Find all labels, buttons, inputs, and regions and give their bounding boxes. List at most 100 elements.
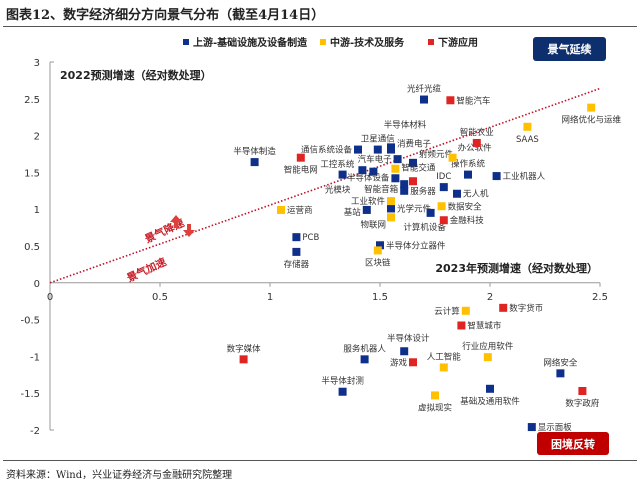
data-point [486,384,494,393]
legend-swatch [183,39,189,45]
data-label: 射频元件 [419,149,454,160]
y-tick-label: -1.5 [20,389,40,400]
y-tick-label: -1 [30,352,40,363]
data-point [409,158,417,167]
x-tick-label: 0 [47,292,53,303]
data-label: 无人机 [463,189,489,200]
data-label: 物联网 [360,219,386,230]
data-label: 工业机器人 [503,171,546,182]
data-label: 存储器 [284,259,310,270]
data-label: 运营商 [287,205,313,216]
data-label: 网络安全 [543,357,578,368]
data-label: 数字货币 [509,303,543,314]
data-point [391,164,400,173]
y-tick-label: 1 [34,205,40,216]
data-label: 操作系统 [451,159,486,170]
data-point [457,321,466,330]
x-tick-label: 1.5 [372,292,388,303]
reversal-label: 困境反转 [551,437,595,451]
data-label: PCB [302,233,319,243]
acceleration-label: 景气加速 [124,255,169,285]
data-point [354,145,362,154]
data-point [464,170,472,179]
arrow-up-icon [170,215,182,228]
data-point [393,155,402,164]
data-label: 云计算 [434,306,460,317]
data-label: 半导体设计 [387,333,430,344]
data-point [376,241,384,250]
data-point [431,391,439,400]
data-label: 区块链 [365,257,391,268]
data-label: 光纤光缆 [407,84,442,95]
data-point [439,363,448,372]
data-label: 半导体封测 [321,376,364,387]
data-point [338,170,347,179]
data-point [483,353,492,362]
x-axis-label: 2023年预测增速（经对数处理） [435,261,598,275]
data-point [453,189,461,198]
data-label: 工业软件 [351,196,386,207]
y-tick-label: 2 [34,132,40,143]
data-point [437,202,446,211]
data-point [400,180,409,189]
data-point [369,167,378,176]
data-label: 金融科技 [450,215,485,226]
y-tick-label: -2 [30,426,40,437]
data-label: 半导体设备 [347,172,390,183]
bottom-divider [3,460,637,461]
data-label: 智慧城市 [467,320,502,331]
data-label: 服务器 [410,186,436,197]
data-point [446,96,455,105]
data-point [499,303,508,312]
data-label: 人工智能 [427,351,462,362]
x-tick-label: 1 [267,292,273,303]
data-point [448,153,457,162]
top-divider [3,26,637,27]
data-point [292,247,301,256]
data-label: 游戏 [390,357,408,368]
data-label: 数字媒体 [227,343,262,354]
legend-swatch [428,39,434,45]
data-label: IDC [436,172,451,182]
data-label: 数据安全 [448,201,483,212]
data-point [338,387,347,396]
y-tick-label: 0 [34,279,40,290]
x-tick-label: 2 [487,292,493,303]
arrow-down-icon [183,224,195,237]
data-point [277,205,285,214]
data-label: 消费电子 [397,139,432,150]
data-point [362,205,371,214]
data-label: 通信系统设备 [301,145,353,156]
data-point [387,197,395,206]
data-point [578,386,587,395]
reversal-box [537,432,609,455]
data-label: 数字政府 [565,398,600,409]
data-point [250,158,259,167]
data-label: 智能农业 [460,127,494,138]
data-label: 半导体制造 [233,146,276,157]
y-tick-label: 3 [34,58,40,69]
y-tick-label: 1.5 [24,168,40,179]
data-point [439,183,448,192]
legend-label: 下游应用 [438,36,478,49]
data-point [523,122,532,131]
y-axis-label: 2022预测增速（经对数处理） [60,68,212,82]
data-label: 半导体分立器件 [386,240,446,251]
data-point [400,186,409,195]
data-label: 智能电网 [284,165,318,176]
data-point [400,347,409,356]
data-label: SAAS [516,135,539,145]
x-tick-label: 2.5 [592,292,608,303]
continuation-label: 景气延续 [547,42,592,56]
data-label: 汽车电子 [358,154,393,165]
continuation-box [533,37,606,61]
data-label: 服务机器人 [343,343,386,354]
data-label: 办公软件 [458,143,493,154]
data-label: 智能汽车 [456,95,490,106]
data-point [420,95,428,104]
trend-line [49,87,601,284]
data-point [556,369,565,378]
legend: 上游-基础设施及设备制造 中游-技术及服务 下游应用 [183,36,478,49]
y-tick-label: -0.5 [20,316,40,327]
